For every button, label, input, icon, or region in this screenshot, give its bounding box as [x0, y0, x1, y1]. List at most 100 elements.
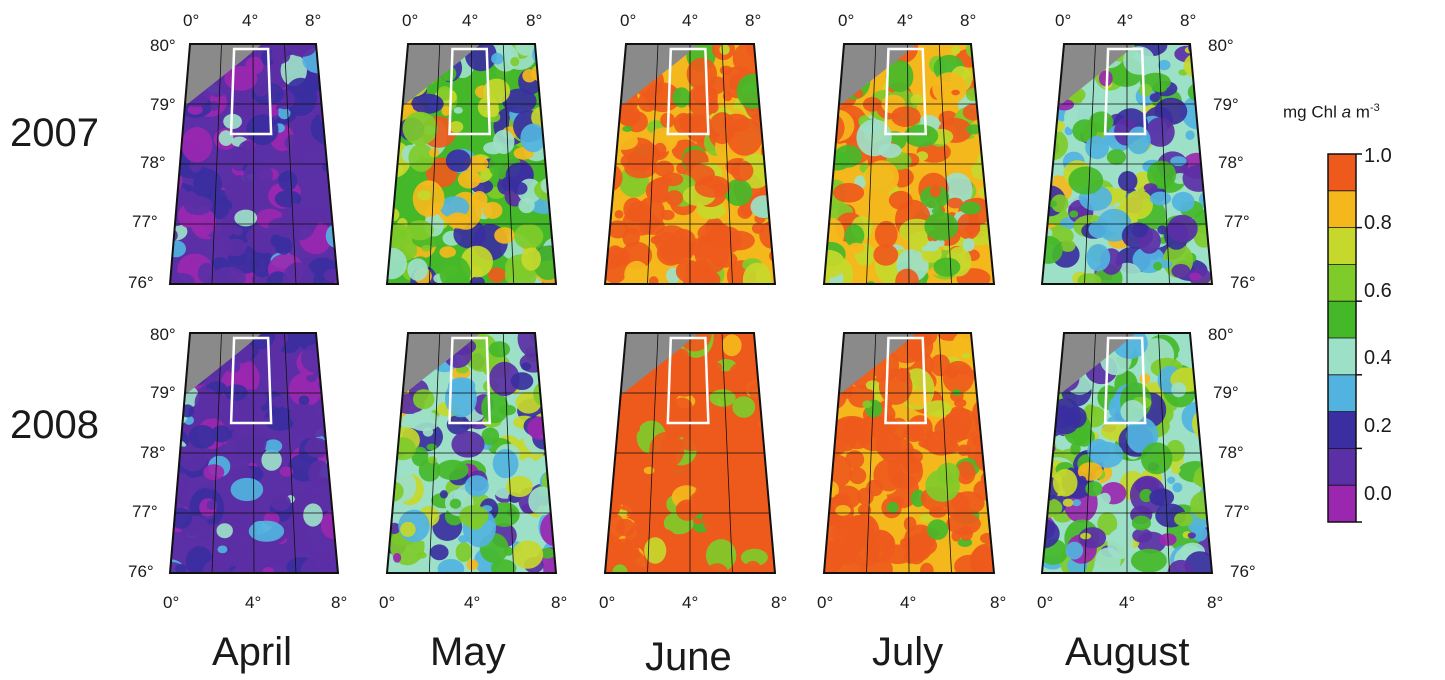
- lon-tick-bottom: 8°: [771, 593, 788, 612]
- map-frame: [822, 332, 996, 574]
- month-label-june: June: [645, 635, 732, 679]
- month-label-may: May: [430, 630, 506, 674]
- lat-tick-right: 76°: [1230, 562, 1256, 581]
- lon-tick-top: 8°: [305, 11, 322, 30]
- colorbar-swatch: [1328, 448, 1356, 486]
- lat-tick-right: 78°: [1218, 443, 1244, 462]
- lon-tick-bottom: 4°: [900, 593, 917, 612]
- lon-tick-bottom: 8°: [990, 593, 1007, 612]
- study-area-box: [229, 336, 273, 425]
- lon-tick-top: 8°: [1180, 11, 1197, 30]
- map-frame: [1040, 43, 1214, 285]
- lat-tick-left: 76°: [128, 562, 154, 581]
- lon-tick-bottom: 0°: [379, 593, 396, 612]
- lat-tick-right: 78°: [1218, 153, 1244, 172]
- lat-tick-right: 79°: [1213, 95, 1239, 114]
- lat-tick-right: 77°: [1224, 502, 1250, 521]
- lon-tick-top: 0°: [838, 11, 855, 30]
- lon-tick-top: 0°: [1055, 11, 1072, 30]
- map-frame: [385, 43, 558, 285]
- lat-tick-right: 76°: [1230, 273, 1256, 292]
- lon-tick-top: 0°: [183, 11, 200, 30]
- colorbar-tick: 1.0: [1364, 145, 1392, 167]
- map-frame: [603, 43, 777, 285]
- lat-tick-left: 77°: [132, 502, 158, 521]
- lon-tick-bottom: 4°: [682, 593, 699, 612]
- study-area-box: [229, 47, 273, 136]
- lat-tick-left: 80°: [150, 325, 176, 344]
- month-label-april: April: [212, 630, 293, 674]
- lon-tick-bottom: 8°: [551, 593, 568, 612]
- lat-tick-right: 80°: [1208, 36, 1234, 55]
- colorbar-tick: 0.2: [1364, 415, 1392, 437]
- map-panel-2007-june: [605, 44, 775, 284]
- colorbar-swatch: [1328, 154, 1356, 191]
- colorbar-tick: 0.6: [1364, 280, 1392, 302]
- lon-tick-bottom: 4°: [245, 593, 262, 612]
- study-area-box: [448, 336, 492, 425]
- map-frame: [385, 332, 558, 574]
- colorbar: [1327, 153, 1362, 523]
- map-panel-2008-may: [387, 333, 556, 573]
- map-panel-2007-may: [387, 44, 556, 284]
- lon-tick-top: 4°: [897, 11, 914, 30]
- map-frame: [168, 332, 340, 574]
- map-panel-2007-august: [1042, 44, 1212, 284]
- lon-tick-top: 8°: [526, 11, 543, 30]
- lat-tick-left: 78°: [140, 443, 166, 462]
- year-label-2007: 2007: [10, 111, 99, 155]
- lat-tick-right: 79°: [1213, 383, 1239, 402]
- colorbar-unit-exponent: -3: [1369, 102, 1380, 114]
- study-area-box: [666, 47, 710, 136]
- study-area-box: [666, 336, 710, 425]
- study-area-box: [448, 47, 492, 136]
- lat-tick-left: 79°: [150, 383, 176, 402]
- colorbar-tick: 0.0: [1364, 483, 1392, 505]
- lon-tick-top: 4°: [242, 11, 259, 30]
- colorbar-swatch: [1328, 374, 1356, 412]
- year-label-2008: 2008: [10, 403, 99, 447]
- lat-tick-left: 79°: [150, 95, 176, 114]
- colorbar-swatch: [1328, 411, 1356, 449]
- map-frame: [822, 43, 996, 285]
- lat-tick-left: 76°: [128, 273, 154, 292]
- map-panel-2008-june: [605, 333, 775, 573]
- colorbar-swatch: [1328, 227, 1356, 265]
- colorbar-tick: 0.8: [1364, 212, 1392, 234]
- lon-tick-bottom: 4°: [1119, 593, 1136, 612]
- study-area-box: [884, 336, 928, 425]
- lon-tick-bottom: 0°: [163, 593, 180, 612]
- month-label-july: July: [872, 630, 944, 674]
- lon-tick-bottom: 8°: [1207, 593, 1224, 612]
- lon-tick-bottom: 4°: [464, 593, 481, 612]
- lon-tick-bottom: 0°: [817, 593, 834, 612]
- lon-tick-top: 0°: [402, 11, 419, 30]
- study-area-box: [884, 47, 928, 136]
- colorbar-swatch: [1328, 301, 1356, 338]
- colorbar-swatch: [1328, 338, 1356, 375]
- lon-tick-top: 8°: [960, 11, 977, 30]
- map-frame: [168, 43, 340, 285]
- map-panel-2008-july: [824, 333, 994, 573]
- colorbar-unit-italic: a: [1341, 102, 1352, 122]
- map-frame: [603, 332, 777, 574]
- map-panel-2008-april: [170, 333, 338, 573]
- lat-tick-left: 78°: [140, 153, 166, 172]
- lon-tick-bottom: 8°: [331, 593, 348, 612]
- study-area-box: [1103, 47, 1147, 136]
- lat-tick-left: 77°: [132, 212, 158, 231]
- colorbar-swatch: [1328, 190, 1356, 228]
- colorbar-swatch: [1328, 264, 1356, 302]
- colorbar-swatch: [1328, 485, 1356, 522]
- lat-tick-right: 77°: [1224, 212, 1250, 231]
- lon-tick-top: 4°: [462, 11, 479, 30]
- colorbar-unit: mg Chl a m-3: [1283, 102, 1380, 123]
- month-label-august: August: [1065, 630, 1190, 674]
- lat-tick-right: 80°: [1208, 325, 1234, 344]
- lat-tick-left: 80°: [150, 36, 176, 55]
- lon-tick-bottom: 0°: [599, 593, 616, 612]
- map-frame: [1040, 332, 1214, 574]
- colorbar-unit-suffix: m: [1351, 102, 1370, 122]
- colorbar-tick: 0.4: [1364, 347, 1392, 369]
